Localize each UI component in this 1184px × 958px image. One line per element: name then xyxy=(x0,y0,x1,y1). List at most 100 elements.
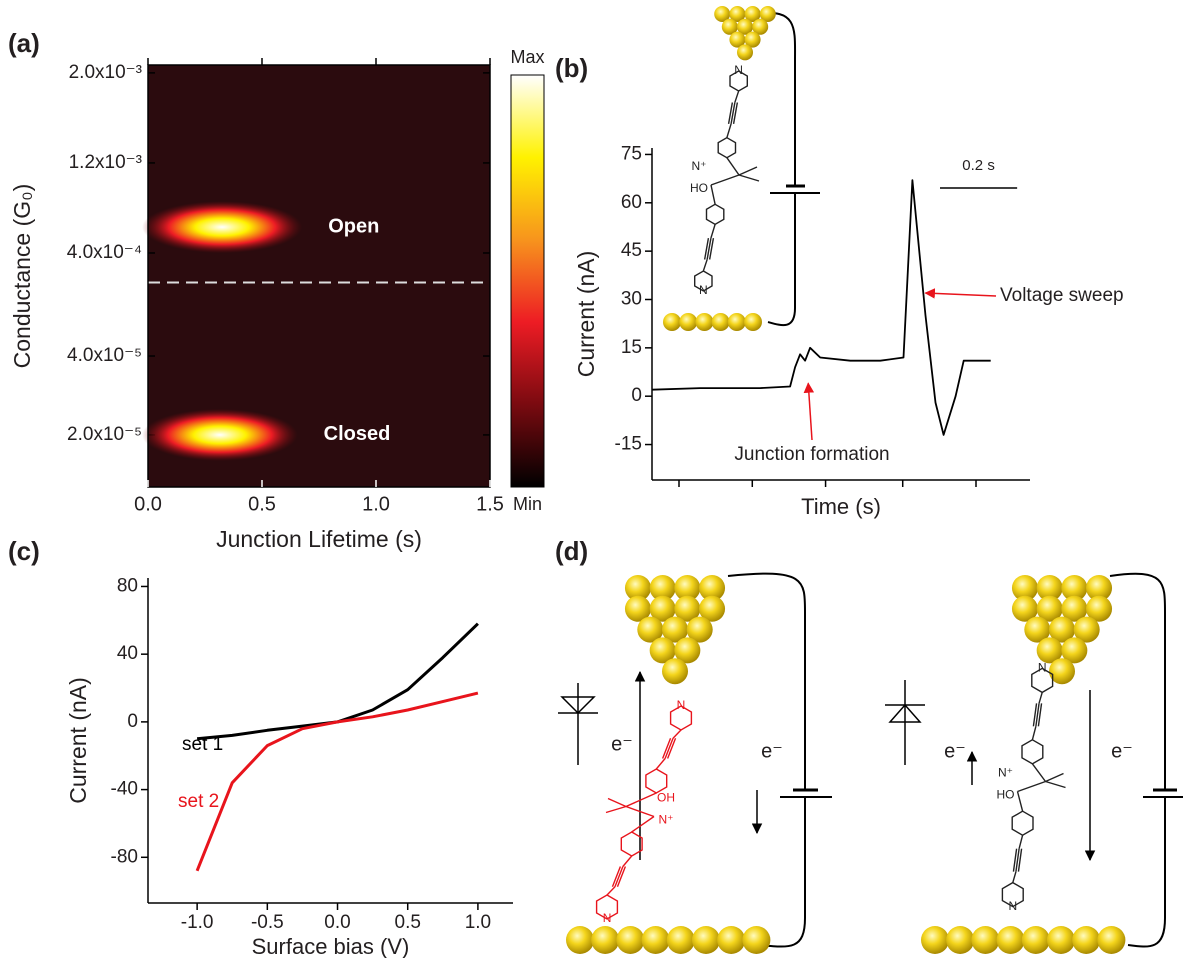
y-tick-label: 45 xyxy=(621,240,642,261)
bond xyxy=(711,224,715,238)
annotation: Junction formation xyxy=(734,444,889,465)
x-tick-label: -0.5 xyxy=(251,912,284,933)
y-tick-label: 40 xyxy=(117,643,138,664)
atom-label: N xyxy=(1008,899,1017,913)
bond xyxy=(1032,764,1045,782)
y-tick-label: 4.0x10⁻⁵ xyxy=(67,345,142,366)
bond xyxy=(727,124,731,138)
atom-label: HO xyxy=(690,181,708,195)
ring xyxy=(1022,740,1043,764)
ring xyxy=(1012,811,1033,835)
ring xyxy=(718,138,735,158)
atom-label: HO xyxy=(997,788,1015,802)
gold-atom xyxy=(717,926,745,954)
y-tick-label: 2.0x10⁻³ xyxy=(69,62,142,83)
cluster-label: Closed xyxy=(324,423,391,445)
gold-atom xyxy=(742,926,770,954)
atom-label: N xyxy=(699,283,708,297)
ring xyxy=(621,832,642,856)
x-axis-title: Junction Lifetime (s) xyxy=(216,526,422,552)
scale-bar-label: 0.2 s xyxy=(962,157,995,174)
ring xyxy=(646,769,667,793)
gold-atom xyxy=(997,926,1025,954)
gold-atom xyxy=(679,313,697,331)
bond xyxy=(608,799,626,807)
ring xyxy=(707,204,724,224)
bond xyxy=(673,730,681,738)
x-axis-title: Time (s) xyxy=(801,494,881,519)
data-line xyxy=(197,693,478,871)
data-line xyxy=(652,180,991,435)
gold-atom xyxy=(662,658,688,684)
bond xyxy=(607,887,615,895)
y-tick-label: -80 xyxy=(111,846,138,867)
colorbar-min: Min xyxy=(513,494,542,514)
atom-label: N⁺ xyxy=(659,813,674,827)
x-axis-title: Surface bias (V) xyxy=(252,934,410,958)
y-tick-label: 80 xyxy=(117,575,138,596)
gold-atom xyxy=(667,926,695,954)
y-tick-label: 1.2x10⁻³ xyxy=(69,152,142,173)
y-tick-label: 60 xyxy=(621,192,642,213)
diode xyxy=(885,680,925,765)
bond xyxy=(1018,782,1046,792)
bond xyxy=(623,856,632,867)
wire xyxy=(758,13,795,325)
diode xyxy=(558,683,598,765)
y-tick-label: 15 xyxy=(621,337,642,358)
y-tick-label: 75 xyxy=(621,143,642,164)
bond xyxy=(735,91,739,102)
y-tick-label: 4.0x10⁻⁴ xyxy=(67,242,142,263)
panel-label: (d) xyxy=(555,536,588,566)
annotation-arrow xyxy=(925,293,996,296)
conductance-cluster xyxy=(142,201,302,253)
bond xyxy=(739,175,759,181)
bond xyxy=(711,175,739,185)
electron-label: e⁻ xyxy=(761,740,783,762)
bond xyxy=(1013,872,1016,883)
conductance-cluster xyxy=(142,409,298,461)
atom-label: OH xyxy=(657,791,675,805)
electron-label: e⁻ xyxy=(1111,740,1133,762)
panel-label: (b) xyxy=(555,53,588,83)
atom-label: N xyxy=(677,698,686,712)
y-tick-label: -15 xyxy=(615,434,642,455)
bond xyxy=(626,793,656,807)
series-label: set 2 xyxy=(178,791,219,812)
y-axis-title: Current (nA) xyxy=(573,251,599,378)
y-tick-label: 0 xyxy=(127,711,138,732)
annotation-arrow xyxy=(808,383,812,440)
cluster-label: Open xyxy=(328,215,379,237)
gold-atom xyxy=(971,926,999,954)
y-tick-label: 2.0x10⁻⁵ xyxy=(67,424,142,445)
colorbar xyxy=(511,75,544,487)
gold-atom xyxy=(692,926,720,954)
gold-atom xyxy=(728,313,746,331)
bond xyxy=(1046,782,1066,788)
electron-label: e⁻ xyxy=(611,733,633,755)
panel-label: (c) xyxy=(8,536,40,566)
panel-label: (a) xyxy=(8,28,40,58)
gold-atom xyxy=(1047,926,1075,954)
gold-atom xyxy=(712,313,730,331)
bond xyxy=(703,260,707,271)
atom-label: N⁺ xyxy=(998,766,1013,780)
atom-label: N⁺ xyxy=(692,159,707,173)
gold-atom xyxy=(744,313,762,331)
annotation: Voltage sweep xyxy=(1000,285,1124,306)
electron-label: e⁻ xyxy=(944,740,966,762)
gold-atom xyxy=(946,926,974,954)
x-tick-label: 0.5 xyxy=(248,493,276,515)
gold-atom xyxy=(1022,926,1050,954)
bond xyxy=(739,167,757,175)
gold-atom xyxy=(642,926,670,954)
y-tick-label: -40 xyxy=(111,779,138,800)
bond xyxy=(727,158,739,175)
y-tick-label: 0 xyxy=(631,385,642,406)
x-tick-label: -1.0 xyxy=(181,912,214,933)
figure: e⁻ e⁻ e⁻ e⁻ (d) 4.0x10⁻⁴ 1.2x10⁻³ 2.0x10⁻³… xyxy=(0,0,1184,958)
x-tick-label: 1.5 xyxy=(476,493,504,515)
gold-atom xyxy=(1072,926,1100,954)
atom-label: N xyxy=(1038,661,1047,675)
x-tick-label: 0.0 xyxy=(134,493,162,515)
